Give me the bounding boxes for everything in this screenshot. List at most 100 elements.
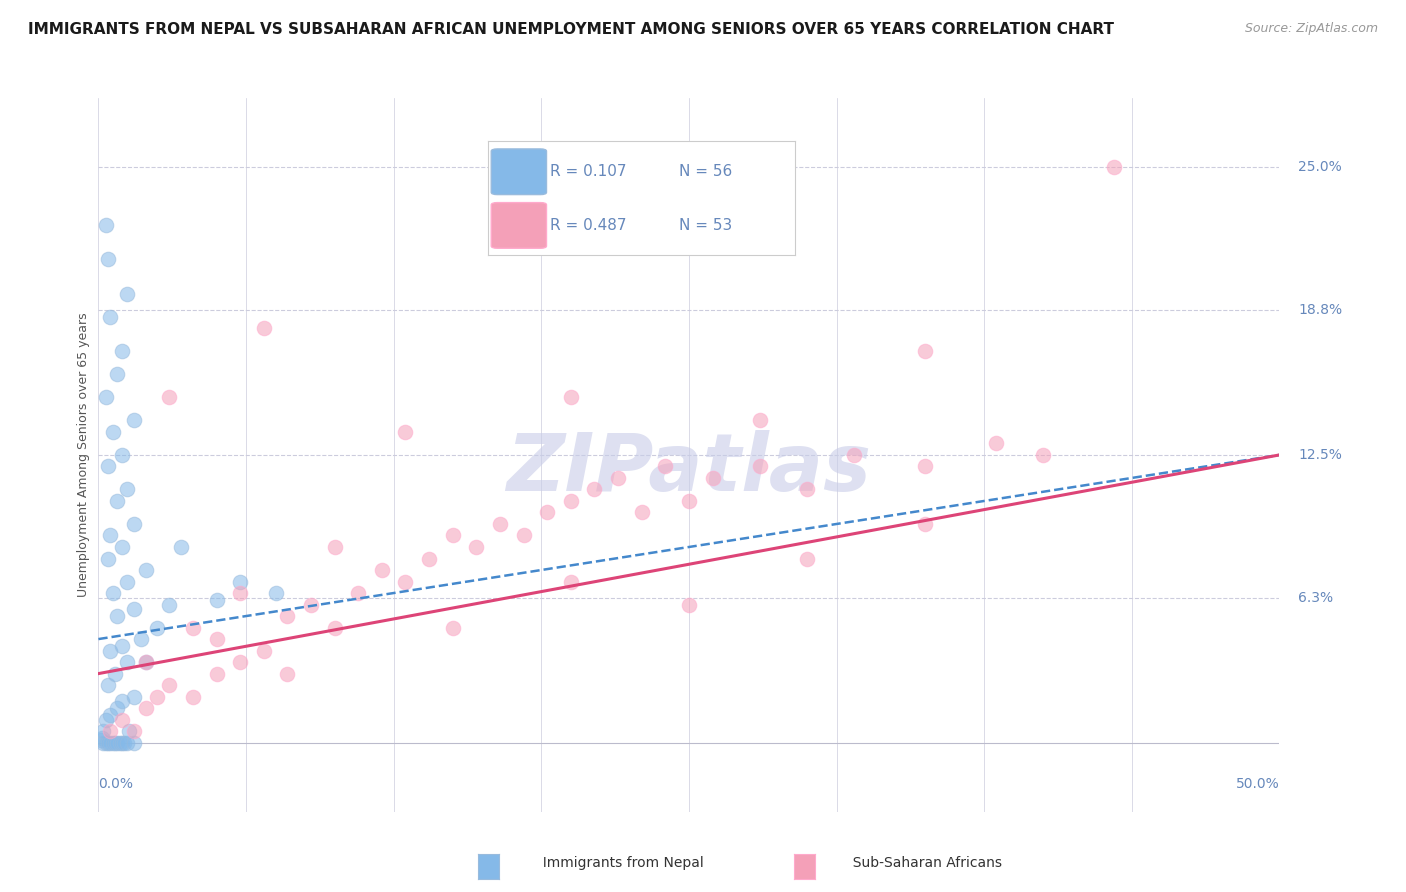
Point bbox=[146, 621, 169, 635]
Point bbox=[115, 655, 138, 669]
Point bbox=[135, 655, 157, 669]
Point bbox=[98, 724, 121, 739]
Point bbox=[135, 701, 157, 715]
Point bbox=[91, 731, 114, 745]
Point bbox=[607, 471, 630, 485]
Point bbox=[844, 448, 866, 462]
Point bbox=[111, 713, 134, 727]
Point bbox=[630, 506, 652, 520]
Text: Sub-Saharan Africans: Sub-Saharan Africans bbox=[844, 856, 1001, 871]
Point bbox=[229, 586, 252, 600]
Point bbox=[118, 724, 141, 739]
Point bbox=[94, 713, 117, 727]
Point bbox=[135, 655, 157, 669]
Point bbox=[560, 390, 582, 404]
Point bbox=[181, 621, 204, 635]
Point bbox=[111, 540, 134, 554]
Point bbox=[122, 724, 145, 739]
Point bbox=[111, 448, 134, 462]
Point bbox=[98, 528, 121, 542]
Point bbox=[1032, 448, 1054, 462]
Point bbox=[105, 368, 128, 382]
Point bbox=[98, 643, 121, 657]
Point bbox=[157, 678, 180, 692]
Point bbox=[748, 459, 770, 474]
Text: 6.3%: 6.3% bbox=[1298, 591, 1333, 605]
Point bbox=[108, 736, 131, 750]
Point bbox=[90, 733, 112, 747]
Point bbox=[678, 598, 700, 612]
Point bbox=[122, 736, 145, 750]
Point bbox=[253, 643, 276, 657]
Point bbox=[98, 736, 121, 750]
Point bbox=[111, 344, 134, 359]
Point bbox=[115, 286, 138, 301]
Point bbox=[157, 390, 180, 404]
Point bbox=[94, 736, 117, 750]
Point bbox=[157, 598, 180, 612]
Point bbox=[914, 344, 936, 359]
Point bbox=[914, 459, 936, 474]
Point bbox=[441, 621, 464, 635]
Point bbox=[94, 218, 117, 232]
Point bbox=[135, 563, 157, 577]
Point bbox=[205, 666, 228, 681]
Point bbox=[97, 736, 120, 750]
Point bbox=[536, 506, 558, 520]
Point bbox=[253, 321, 276, 335]
Point bbox=[97, 678, 120, 692]
Point bbox=[111, 736, 134, 750]
Point bbox=[914, 516, 936, 531]
Point bbox=[512, 528, 534, 542]
Point bbox=[441, 528, 464, 542]
Point bbox=[323, 540, 346, 554]
Point bbox=[94, 390, 117, 404]
Point bbox=[984, 436, 1007, 450]
Point bbox=[115, 736, 138, 750]
Point bbox=[98, 708, 121, 723]
Point bbox=[418, 551, 440, 566]
Point bbox=[678, 494, 700, 508]
Point bbox=[122, 413, 145, 427]
Text: 12.5%: 12.5% bbox=[1298, 448, 1343, 462]
Point bbox=[104, 666, 127, 681]
Point bbox=[105, 701, 128, 715]
Point bbox=[122, 602, 145, 616]
Point bbox=[560, 574, 582, 589]
Point bbox=[122, 516, 145, 531]
Point bbox=[101, 425, 124, 439]
Point bbox=[115, 483, 138, 497]
Point bbox=[796, 551, 818, 566]
Point bbox=[181, 690, 204, 704]
Text: Immigrants from Nepal: Immigrants from Nepal bbox=[534, 856, 704, 871]
Point bbox=[264, 586, 287, 600]
Text: 25.0%: 25.0% bbox=[1298, 161, 1343, 174]
Point bbox=[112, 736, 135, 750]
Y-axis label: Unemployment Among Seniors over 65 years: Unemployment Among Seniors over 65 years bbox=[77, 312, 90, 598]
Point bbox=[748, 413, 770, 427]
Point bbox=[97, 459, 120, 474]
Point bbox=[229, 655, 252, 669]
Point bbox=[299, 598, 322, 612]
Point bbox=[111, 694, 134, 708]
Point bbox=[97, 551, 120, 566]
Point bbox=[560, 494, 582, 508]
Point bbox=[146, 690, 169, 704]
Point bbox=[205, 632, 228, 646]
Point bbox=[394, 425, 416, 439]
Point bbox=[122, 690, 145, 704]
Text: IMMIGRANTS FROM NEPAL VS SUBSAHARAN AFRICAN UNEMPLOYMENT AMONG SENIORS OVER 65 Y: IMMIGRANTS FROM NEPAL VS SUBSAHARAN AFRI… bbox=[28, 22, 1114, 37]
Point bbox=[465, 540, 488, 554]
Point bbox=[654, 459, 676, 474]
Point bbox=[583, 483, 606, 497]
Point bbox=[129, 632, 152, 646]
Point bbox=[347, 586, 370, 600]
Point bbox=[101, 586, 124, 600]
Point bbox=[104, 736, 127, 750]
Point bbox=[276, 666, 298, 681]
Point bbox=[101, 736, 124, 750]
Text: Source: ZipAtlas.com: Source: ZipAtlas.com bbox=[1244, 22, 1378, 36]
Point bbox=[98, 310, 121, 324]
Point bbox=[91, 736, 114, 750]
Point bbox=[489, 516, 512, 531]
